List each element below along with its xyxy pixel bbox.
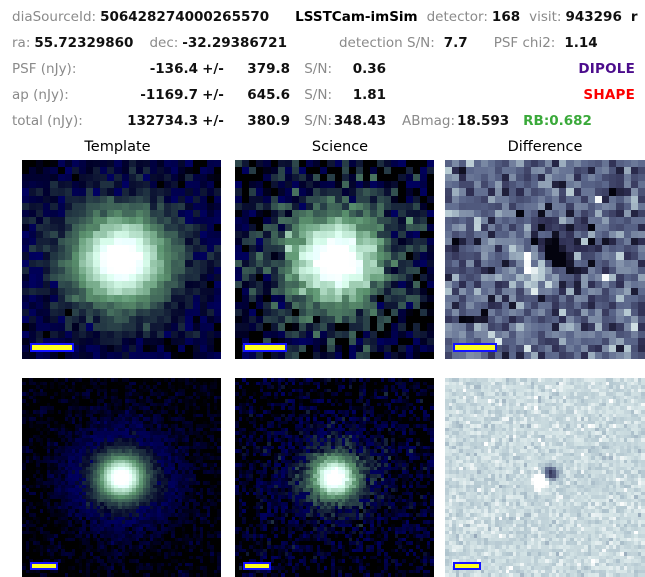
detector-label: detector:: [426, 9, 488, 25]
photometry-sn-label-psf: S/N:: [304, 61, 332, 77]
detection-sn-value: 7.7: [443, 35, 468, 51]
cutout-science-close[interactable]: [235, 160, 434, 359]
scale-bar: [243, 343, 287, 352]
photometry-label-aperture: ap (nJy):: [12, 87, 69, 103]
plus-minus-symbol: +/-: [202, 87, 224, 103]
photometry-error-aperture: 645.6: [247, 87, 290, 103]
flag-shape: SHAPE: [583, 87, 635, 103]
scale-bar: [30, 562, 58, 570]
detection-sn-label: detection S/N:: [338, 35, 435, 51]
column-header-science: Science: [311, 139, 369, 155]
scale-bar: [453, 562, 481, 570]
plus-minus-symbol: +/-: [202, 61, 224, 77]
photometry-sn-value-total: 348.43: [333, 113, 386, 129]
photometry-flux-total: 132734.3: [127, 113, 198, 129]
abmag-value: 18.593: [457, 113, 510, 129]
rb-score: RB:0.682: [523, 113, 592, 129]
source-metadata-header: diaSourceId: 506428274000265570 LSSTCam-…: [0, 0, 645, 134]
cutout-row-wide: [0, 378, 645, 577]
cutout-difference-wide[interactable]: [445, 378, 645, 577]
band-value: r: [630, 9, 638, 25]
photometry-error-total: 380.9: [247, 113, 290, 129]
photometry-error-psf: 379.8: [247, 61, 290, 77]
photometry-row-aperture: ap (nJy): -1169.7 +/- 645.6 S/N: 1.81 SH…: [0, 82, 645, 108]
column-header-difference: Difference: [507, 139, 583, 155]
photometry-label-psf: PSF (nJy):: [12, 61, 77, 77]
cutout-template-wide[interactable]: [22, 378, 221, 577]
ra-value: 55.72329860: [34, 35, 134, 51]
photometry-flux-psf: -136.4: [149, 61, 198, 77]
ra-label: ra:: [12, 35, 31, 51]
cutout-difference-close[interactable]: [445, 160, 645, 359]
scale-bar: [453, 343, 497, 352]
dec-value: -32.29386721: [182, 35, 287, 51]
row-spacer: [0, 359, 645, 378]
cutout-grid: Template Science Difference: [0, 134, 645, 577]
photometry-sn-label-total: S/N:: [304, 113, 332, 129]
visit-label: visit:: [529, 9, 562, 25]
psf-chi2-value: 1.14: [564, 35, 598, 51]
dec-label: dec:: [149, 35, 179, 51]
psf-chi2-label: PSF chi2:: [493, 35, 556, 51]
photometry-sn-value-aperture: 1.81: [352, 87, 386, 103]
visit-value: 943296: [565, 9, 622, 25]
cutout-column-headers: Template Science Difference: [0, 134, 645, 160]
photometry-row-psf: PSF (nJy): -136.4 +/- 379.8 S/N: 0.36 DI…: [0, 56, 645, 82]
cutout-template-close[interactable]: [22, 160, 221, 359]
photometry-sn-value-psf: 0.36: [352, 61, 386, 77]
abmag-label: ABmag:: [402, 113, 456, 129]
flag-dipole: DIPOLE: [578, 61, 635, 77]
metadata-row-coordinates: ra: 55.72329860 dec: -32.29386721 detect…: [0, 30, 645, 56]
cutout-row-close: [0, 160, 645, 359]
scale-bar: [243, 562, 271, 570]
detector-value: 168: [491, 9, 521, 25]
column-header-template: Template: [84, 139, 151, 155]
dia-source-id-value: 506428274000265570: [100, 9, 270, 25]
instrument-name: LSSTCam-imSim: [295, 9, 418, 25]
cutout-science-wide[interactable]: [235, 378, 434, 577]
photometry-flux-aperture: -1169.7: [140, 87, 198, 103]
plus-minus-symbol: +/-: [202, 113, 224, 129]
scale-bar: [30, 343, 74, 352]
photometry-label-total: total (nJy):: [12, 113, 83, 129]
metadata-row-identity: diaSourceId: 506428274000265570 LSSTCam-…: [0, 4, 645, 30]
photometry-sn-label-aperture: S/N:: [304, 87, 332, 103]
photometry-row-total: total (nJy): 132734.3 +/- 380.9 S/N: 348…: [0, 108, 645, 134]
dia-source-id-label: diaSourceId:: [12, 9, 97, 25]
